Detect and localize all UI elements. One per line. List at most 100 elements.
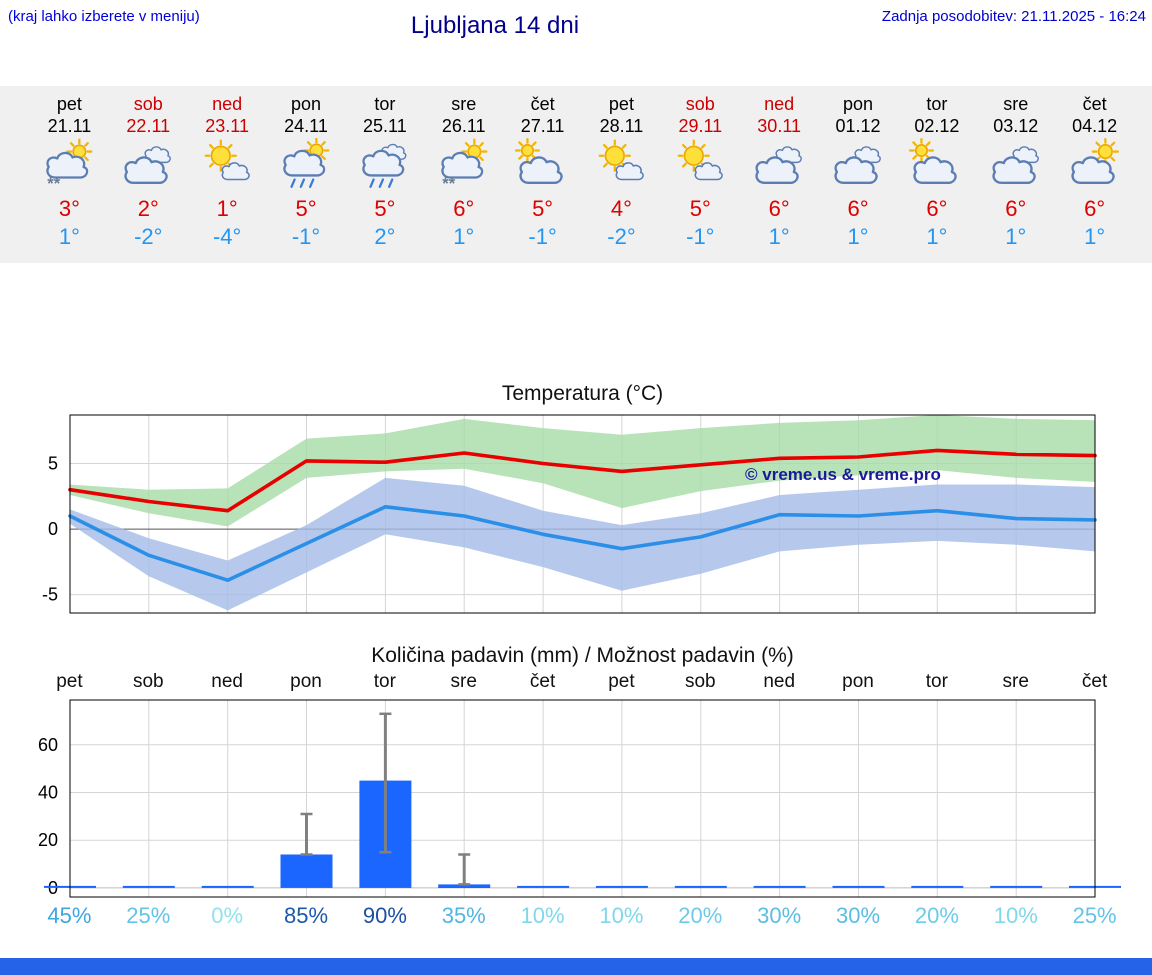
forecast-day[interactable]: sre 03.12 6° 1° [976, 86, 1055, 263]
precip-bar [832, 885, 885, 888]
temp-max: 5° [532, 196, 554, 221]
precip-day-label: sre [1002, 671, 1029, 692]
temp-max: 1° [216, 196, 238, 221]
day-date: 24.11 [284, 116, 328, 136]
forecast-day[interactable]: ned 23.11 1° -4° [188, 86, 267, 263]
forecast-day[interactable]: pet 28.11 4° -2° [582, 86, 661, 263]
forecast-day[interactable]: čet 04.12 6° 1° [1055, 86, 1134, 263]
temp-max: 5° [689, 196, 711, 221]
forecast-day[interactable]: tor 25.11 5° 2° [345, 86, 424, 263]
precip-day-label: pon [842, 671, 874, 692]
precip-probability-label: 10% [520, 903, 565, 928]
weather-icon-wrap [188, 138, 267, 192]
temp-min: 1° [453, 224, 475, 249]
temp-min: 1° [926, 224, 948, 249]
day-name: pet [56, 94, 82, 114]
forecast-day[interactable]: čet 27.11 5° -1° [503, 86, 582, 263]
weather-icon-wrap [976, 138, 1055, 192]
temperature-chart: -5 0 5 © vreme.us & vreme.pro [42, 414, 1097, 614]
forecast-day[interactable]: sob 29.11 5° -1° [661, 86, 740, 263]
precip-chart-title: Količina padavin (mm) / Možnost padavin … [371, 644, 794, 667]
temp-min: 1° [1084, 224, 1106, 249]
svg-text:**: ** [442, 174, 455, 190]
y-tick-label: 5 [48, 454, 58, 474]
forecast-day[interactable]: ned 30.11 6° 1° [740, 86, 819, 263]
precip-day-label: sre [450, 671, 477, 692]
last-update-timestamp: Zadnja posodobitev: 21.11.2025 - 16:24 [881, 8, 1146, 25]
precip-bar [674, 885, 727, 888]
precip-bar [438, 884, 491, 888]
temp-max: 2° [137, 196, 159, 221]
precip-day-label: tor [373, 671, 396, 692]
day-date: 23.11 [205, 116, 249, 136]
day-name: pon [843, 94, 874, 114]
day-name: ned [212, 94, 243, 114]
svg-text:**: ** [48, 174, 61, 190]
cloud-sun-icon [908, 138, 957, 184]
day-date: 02.12 [914, 116, 960, 136]
temp-min: -2° [134, 224, 163, 249]
precip-probability-label: 25% [126, 903, 171, 928]
forecast-day[interactable]: pet 21.11 ** 3° 1° [30, 86, 109, 263]
precip-probability-label: 35% [441, 903, 486, 928]
precip-probability-row: 45% 25% 0% 85% 90% 35% 10% 10% 20% 30% 30% 20% 10% 25… [0, 903, 1152, 929]
plot-frame [69, 699, 1096, 898]
sun-small-cloud-icon [677, 139, 724, 181]
precip-day-label: ned [763, 671, 796, 692]
sun-cloud-icon [1070, 138, 1119, 184]
precip-probability-label: 0% [211, 903, 244, 928]
cloud-icon [992, 146, 1039, 184]
temp-min: 1° [768, 224, 790, 249]
temp-max: 6° [1084, 196, 1106, 221]
precip-probability-label: 45% [47, 903, 92, 928]
precip-bar [911, 885, 964, 888]
weather-icon-wrap [582, 138, 661, 192]
precip-day-labels-row: pet sob ned pon tor sre čet pet sob ned pon tor sre č… [0, 671, 1152, 693]
temp-min: 1° [58, 224, 80, 249]
weather-icon-wrap [897, 138, 976, 192]
sun-cloud-snow-icon: ** [46, 138, 93, 193]
day-date: 29.11 [678, 116, 723, 136]
forecast-day[interactable]: tor 02.12 6° 1° [897, 86, 976, 263]
cloud-icon [834, 146, 881, 184]
forecast-day[interactable]: pon 01.12 6° 1° [819, 86, 898, 263]
precip-probability-label: 20% [914, 903, 959, 928]
precip-probability-label: 10% [993, 903, 1038, 928]
day-date: 28.11 [599, 116, 644, 136]
precip-probability-label: 10% [599, 903, 644, 928]
precip-probability-label: 20% [678, 903, 723, 928]
precip-day-label: pet [608, 671, 635, 692]
plot-frame [69, 414, 1096, 614]
day-date: 01.12 [835, 116, 881, 136]
weather-icon-wrap [109, 138, 188, 192]
tmin-range-band [70, 477, 1095, 611]
temperature-chart-title: Temperatura (°C) [501, 382, 664, 405]
precip-day-label: ned [211, 671, 243, 692]
cloud-icon [124, 146, 172, 184]
forecast-day[interactable]: pon 24.11 5° -1° [267, 86, 346, 263]
day-date: 26.11 [441, 116, 486, 136]
weather-icon-wrap [503, 138, 582, 192]
forecast-day[interactable]: sre 26.11 ** 6° 1° [424, 86, 503, 263]
forecast-day[interactable]: sob 22.11 2° -2° [109, 86, 188, 263]
day-name: čet [530, 94, 555, 114]
footer-banner [0, 958, 1152, 975]
temp-min: -1° [528, 224, 557, 249]
tmin-line [68, 505, 1097, 582]
precip-day-label: pet [56, 671, 83, 692]
menu-note: (kraj lahko izberete v meniju) [8, 8, 200, 25]
sun-small-cloud-icon [204, 139, 250, 181]
temp-max: 6° [768, 196, 790, 221]
sun-small-cloud-icon [599, 139, 645, 181]
day-date: 25.11 [363, 116, 407, 136]
day-date: 27.11 [520, 116, 565, 136]
forecast-strip: pet 21.11 ** 3° 1° sob 22.11 2° -2° ned … [0, 86, 1152, 263]
precip-day-label: sob [132, 671, 164, 692]
day-name: pet [608, 94, 634, 114]
precip-probability-label: 30% [836, 903, 881, 928]
precip-day-label: čet [1081, 671, 1108, 692]
precip-bar [517, 885, 570, 888]
precip-bar [595, 885, 648, 888]
y-tick-label: 0 [48, 878, 58, 898]
cloud-icon [755, 146, 803, 184]
